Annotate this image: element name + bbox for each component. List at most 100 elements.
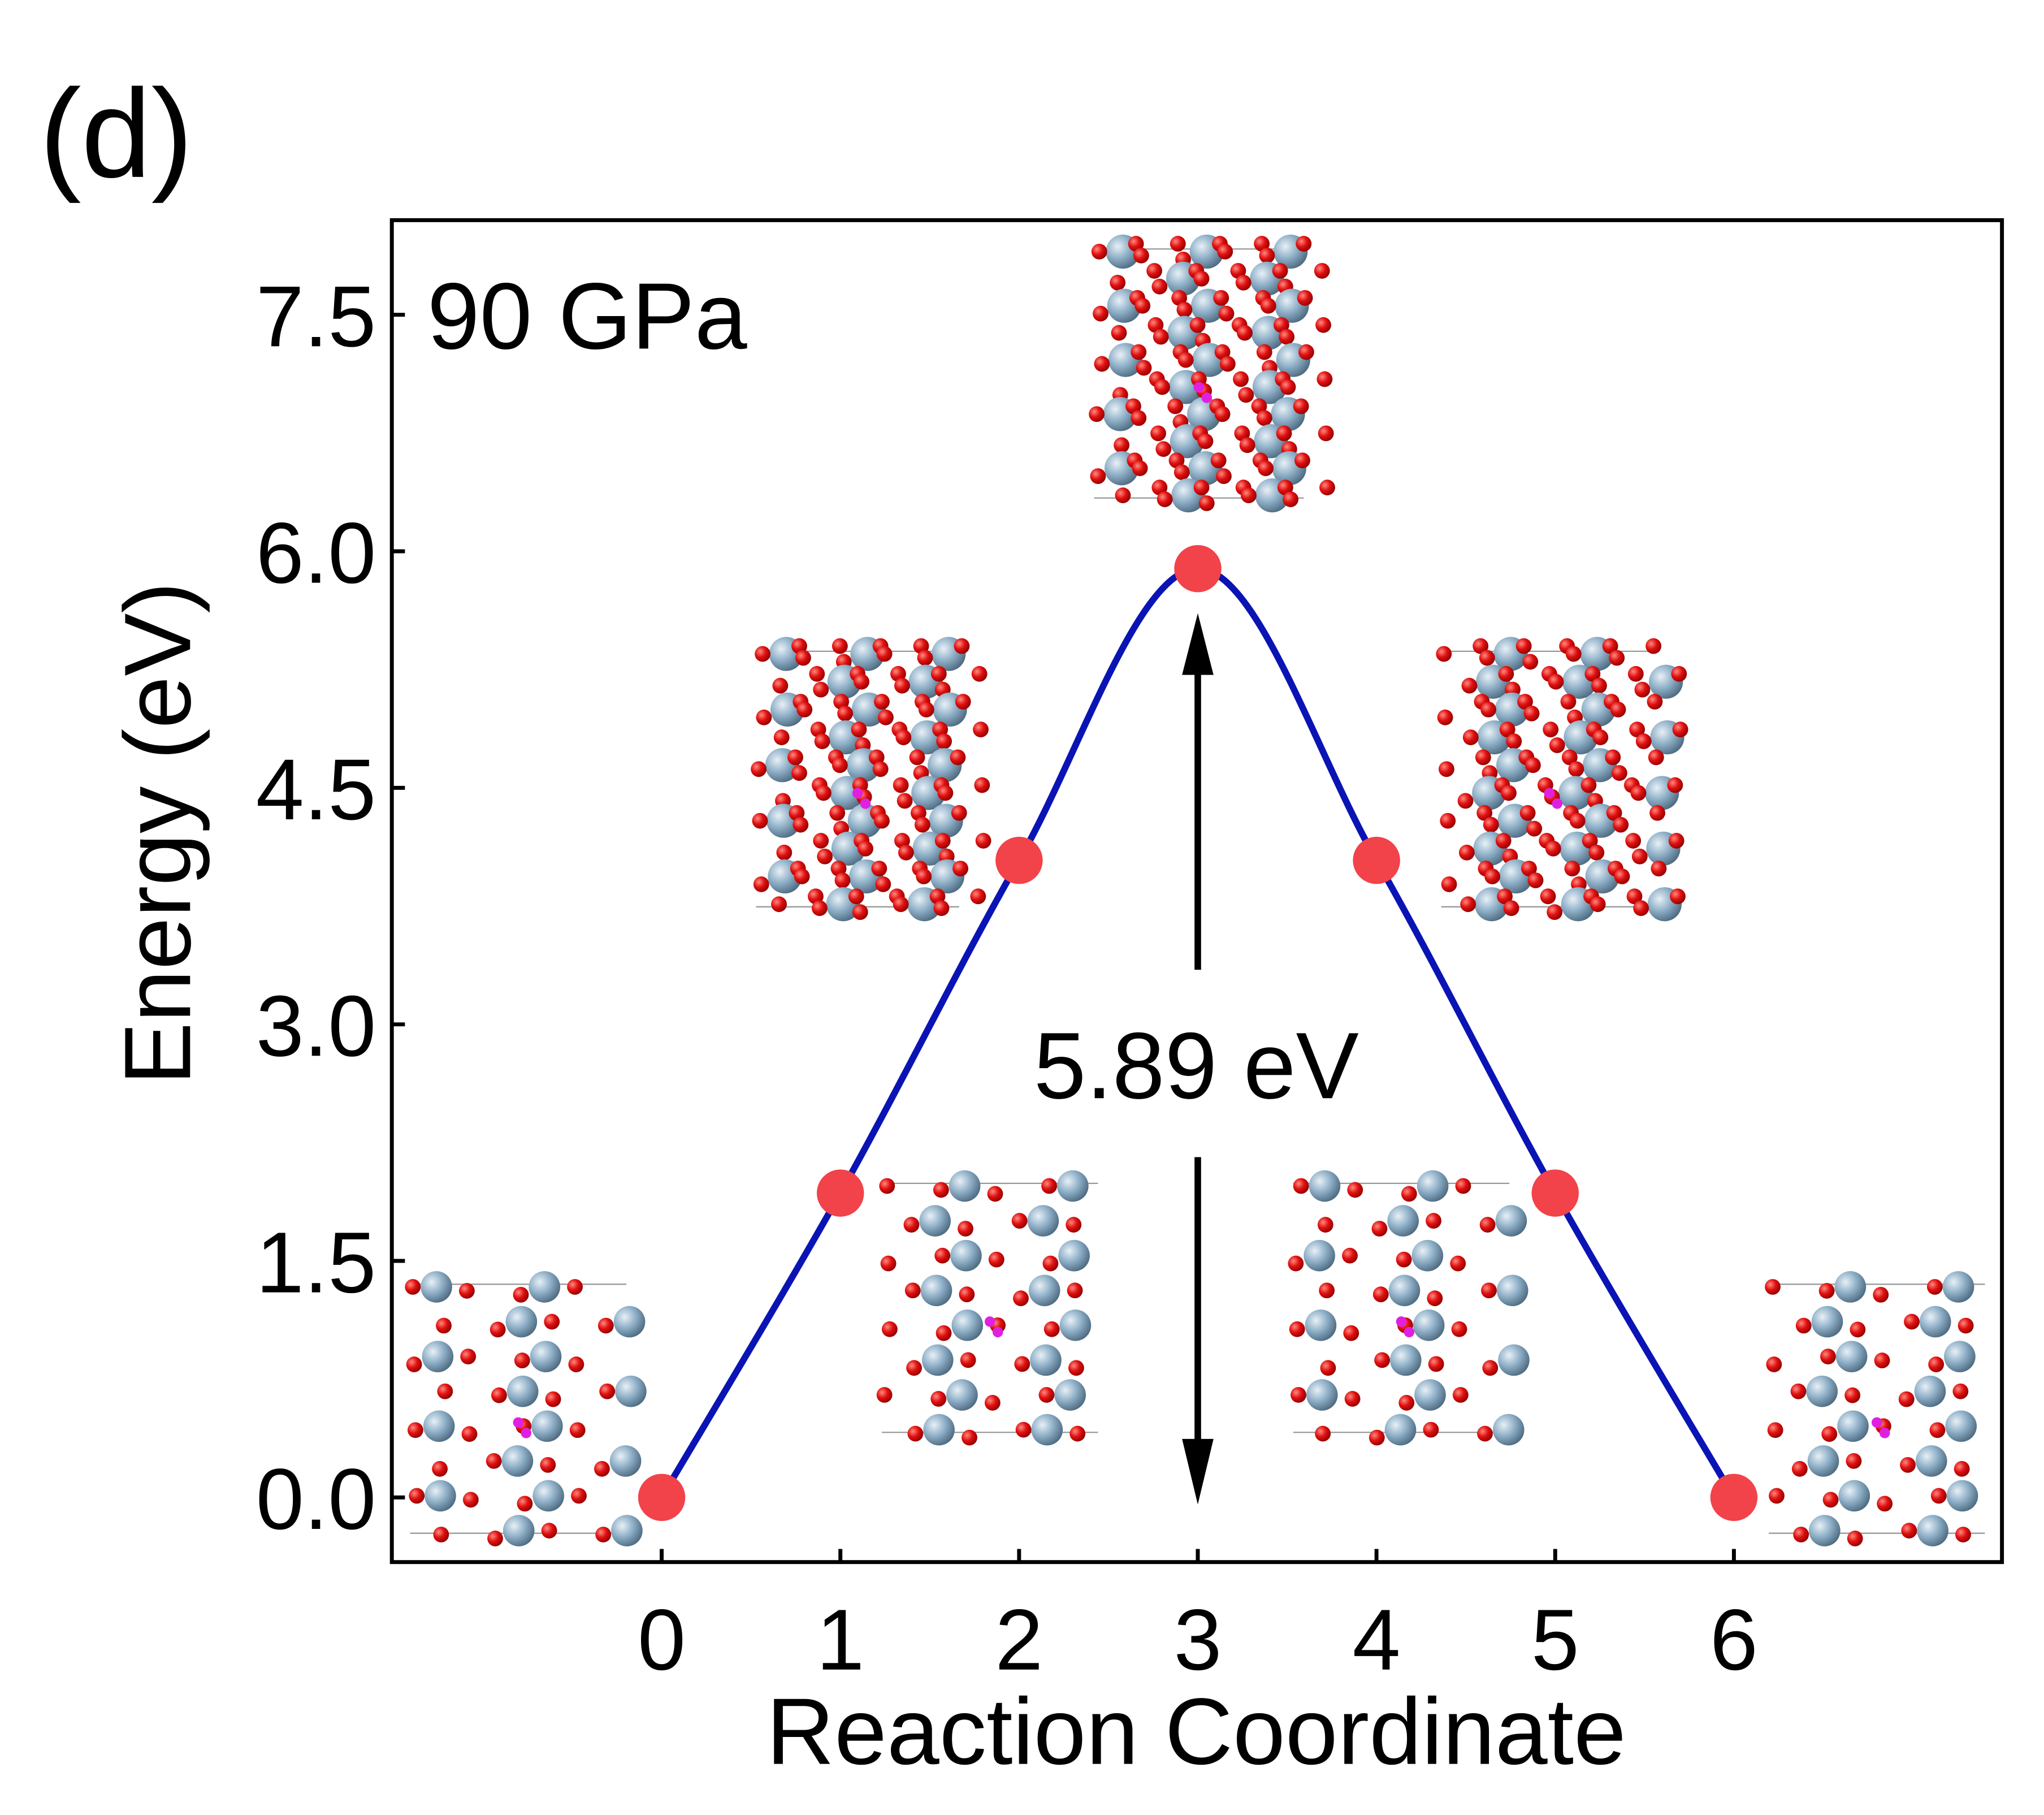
o-atom (973, 721, 989, 738)
ti-atom (422, 1341, 454, 1372)
o-atom (752, 813, 768, 829)
o-atom (1929, 1422, 1946, 1438)
ti-atom (423, 1410, 455, 1442)
o-atom (829, 805, 846, 821)
o-atom (1498, 666, 1514, 682)
data-point (638, 1473, 686, 1522)
o-atom (906, 1360, 922, 1376)
y-axis-label: Energy (eV) (105, 582, 210, 1085)
y-tick-label: 1.5 (256, 1215, 376, 1311)
o-atom (1067, 1282, 1083, 1299)
ti-atom (1414, 1379, 1446, 1411)
o-atom (1648, 749, 1664, 766)
o-atom (1273, 317, 1289, 333)
o-atom (1543, 721, 1559, 738)
ti-atom (1495, 1205, 1527, 1237)
o-atom (1561, 749, 1578, 766)
o-atom (1484, 868, 1500, 884)
o-atom (1527, 872, 1544, 888)
o-atom (405, 1279, 421, 1295)
o-atom (1293, 398, 1309, 414)
o-atom (974, 777, 990, 793)
o-atom (1343, 1325, 1359, 1341)
o-atom (1480, 701, 1497, 718)
o-atom (1765, 1279, 1781, 1295)
h-atom (984, 1316, 995, 1327)
crystal-structure-inset (405, 1271, 647, 1546)
o-atom (1477, 1425, 1493, 1442)
o-atom (1153, 329, 1169, 345)
o-atom (1847, 1531, 1863, 1546)
o-atom (1545, 840, 1561, 857)
o-atom (1822, 1492, 1839, 1508)
x-tick-label: 3 (1173, 1592, 1222, 1688)
o-atom (1396, 1251, 1412, 1268)
crystal-structure-inset (1089, 234, 1335, 513)
o-atom (1479, 650, 1495, 666)
o-atom (1501, 785, 1517, 801)
o-atom (1146, 263, 1162, 279)
o-atom (876, 646, 893, 662)
h-atom (1193, 382, 1205, 393)
o-atom (460, 1349, 477, 1365)
o-atom (486, 1453, 502, 1469)
h-atom (521, 1428, 532, 1438)
h-atom (1872, 1417, 1882, 1428)
o-atom (1590, 896, 1606, 913)
o-atom (882, 1321, 898, 1337)
pressure-annotation: 90 GPa (427, 264, 747, 369)
o-atom (1427, 1290, 1443, 1307)
y-tick-label: 4.5 (256, 742, 376, 838)
o-atom (1369, 1429, 1385, 1446)
o-atom (408, 1422, 423, 1438)
x-tick-label: 0 (638, 1592, 686, 1688)
ti-atom (1492, 1414, 1525, 1446)
o-atom (433, 1527, 449, 1542)
ti-atom (505, 1306, 538, 1338)
o-atom (1173, 464, 1190, 481)
o-atom (848, 888, 864, 905)
o-atom (1850, 1321, 1866, 1338)
o-atom (1460, 896, 1476, 913)
o-atom (1549, 737, 1565, 753)
crystal-structure-insets (405, 234, 1985, 1546)
ti-atom (1806, 1375, 1838, 1407)
ti-atom (1309, 1170, 1341, 1202)
o-atom (1569, 813, 1586, 829)
o-atom (794, 868, 810, 884)
o-atom (897, 793, 913, 809)
o-atom (756, 709, 772, 725)
o-atom (1217, 244, 1233, 260)
o-atom (1315, 317, 1331, 333)
o-atom (1176, 301, 1193, 318)
o-atom (1314, 263, 1330, 279)
x-tick-label: 2 (995, 1592, 1043, 1688)
ti-atom (1387, 1205, 1419, 1237)
ti-atom (503, 1515, 535, 1546)
o-atom (1136, 360, 1152, 376)
o-atom (879, 1178, 895, 1194)
o-atom (1254, 236, 1270, 252)
ti-atom (1027, 1205, 1059, 1237)
o-atom (1317, 371, 1333, 387)
o-atom (1289, 1321, 1305, 1337)
o-atom (491, 1387, 507, 1403)
o-atom (1193, 270, 1210, 287)
ti-atom (1413, 1310, 1445, 1341)
o-atom (893, 777, 909, 793)
ti-atom (501, 1445, 534, 1477)
crystal-structure-inset (876, 1170, 1098, 1446)
o-atom (868, 749, 885, 766)
ti-atom (1028, 1274, 1060, 1307)
ti-atom (1058, 1239, 1090, 1272)
o-atom (753, 876, 769, 892)
o-atom (1844, 1387, 1861, 1403)
data-point (995, 836, 1043, 884)
o-atom (852, 904, 868, 921)
o-atom (1846, 1453, 1862, 1469)
o-atom (971, 666, 988, 682)
o-atom (462, 1492, 479, 1508)
o-atom (851, 721, 867, 738)
o-atom (837, 705, 854, 721)
o-atom (916, 868, 932, 884)
